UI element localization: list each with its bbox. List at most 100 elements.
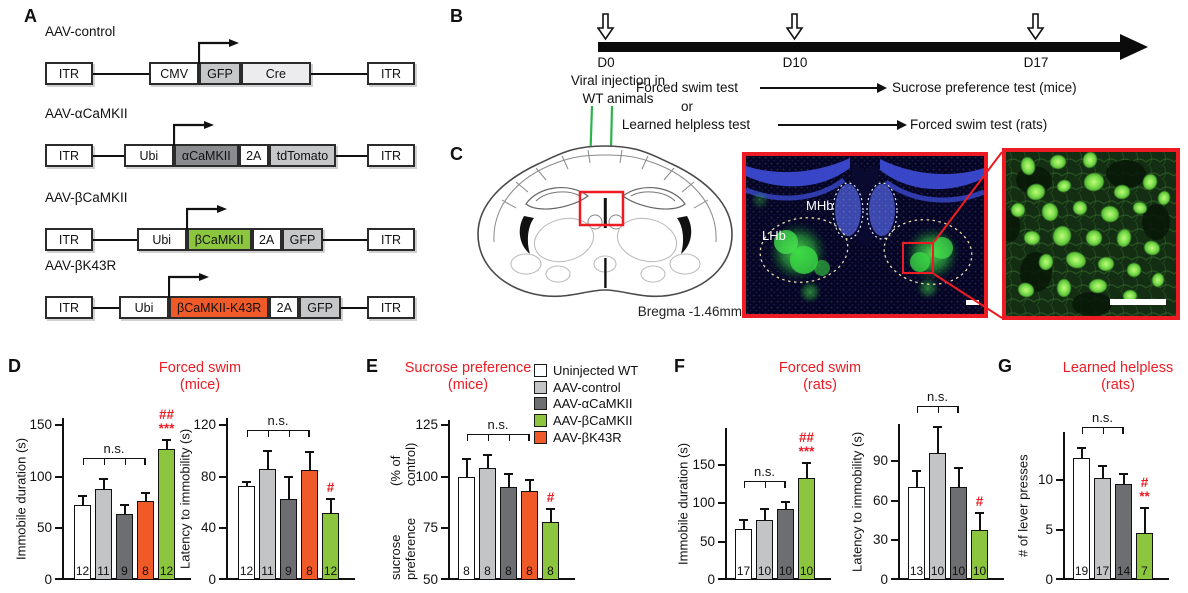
- error-bar-cap: [1098, 465, 1107, 467]
- flow2-from: Learned helpless test: [621, 117, 751, 132]
- zoom-connector-lines: [933, 151, 1003, 319]
- scale-bar: [1110, 299, 1166, 305]
- bar-AAV-βCaMKII: 10: [971, 529, 988, 580]
- chart-forced-swim-mice-immobile: Immobile duration (s) 0 50 100 150 12 11 9 8 12 n.…: [14, 400, 201, 587]
- legend-swatch: [534, 380, 547, 394]
- construct-row: ITR CMV GFP Cre ITR: [45, 39, 416, 85]
- y-axis-tick: [441, 475, 448, 478]
- error-bar-cap: [99, 477, 108, 480]
- legend-swatch: [534, 431, 547, 445]
- construct-connector-line: [93, 72, 150, 75]
- timeline-marker-arrow-icon: [597, 13, 615, 41]
- construct-box-Cre: Cre: [240, 62, 311, 85]
- error-bar: [465, 460, 468, 477]
- error-bar: [266, 452, 269, 469]
- error-bar-cap: [1140, 507, 1149, 509]
- y-axis-tick: [1056, 529, 1063, 531]
- bar-n-label: 10: [778, 564, 793, 578]
- error-bar-cap: [483, 454, 492, 456]
- ns-bracket-tick: [1122, 428, 1124, 434]
- y-axis-tick-label: 30: [872, 532, 888, 548]
- construct-box-Ubi: Ubi: [123, 144, 174, 167]
- ns-bracket-tick: [528, 435, 530, 441]
- error-bar: [102, 479, 105, 490]
- ns-label: n.s.: [927, 388, 948, 404]
- error-bar: [1101, 467, 1104, 478]
- y-axis-tick: [718, 578, 725, 580]
- error-bar-cap: [912, 469, 921, 472]
- bar-AAV-αCaMKII: 9: [280, 498, 297, 580]
- ns-bracket-tick: [743, 481, 745, 488]
- construct-name: AAV-αCaMKII: [45, 106, 128, 121]
- ns-bracket-tick: [246, 431, 248, 438]
- bar-AAV-αCaMKII: 9: [116, 513, 133, 580]
- bar-n-label: 8: [463, 564, 470, 578]
- y-axis-tick-label: 100: [692, 495, 715, 511]
- panel-label-a: A: [24, 6, 37, 26]
- bar-n-label: 14: [1116, 564, 1131, 578]
- chart-learned-helpless-rats: # of lever presses 0 5 10 19 17 14 7 n.s. # **: [1016, 400, 1188, 587]
- error-bar: [308, 453, 311, 471]
- y-axis-tick-label: 150: [29, 417, 52, 432]
- bar-AAV-αCaMKII: 10: [950, 487, 967, 580]
- title-line: Learned helpless: [1062, 360, 1174, 376]
- construct-box-2A: 2A: [238, 144, 269, 167]
- construct-connector-line: [336, 154, 368, 157]
- ns-label: n.s.: [1092, 410, 1113, 425]
- construct-box-GFP: GFP: [299, 296, 341, 319]
- bar-AAV-βK43R: 8: [137, 501, 154, 580]
- flow-arrow-icon: [778, 120, 907, 130]
- bar-n-label: 12: [75, 564, 90, 578]
- ns-bracket-tick: [103, 458, 105, 465]
- legend-swatch: [534, 363, 547, 377]
- title-line: Forced swim: [778, 360, 862, 376]
- significance-marks: #: [326, 479, 335, 495]
- y-axis-tick-label: 100: [415, 468, 438, 484]
- ns-bracket-tick: [937, 406, 939, 413]
- bar-Uninjected WT: 19: [1073, 458, 1090, 580]
- error-bar: [329, 499, 332, 513]
- y-axis-tick: [891, 578, 898, 580]
- construct-connector-line: [310, 72, 368, 75]
- title-line: (mice): [447, 377, 489, 393]
- error-bar-cap: [263, 450, 272, 453]
- bar-n-label: 10: [930, 564, 945, 578]
- bar-n-label: 8: [505, 564, 512, 578]
- error-bar: [957, 468, 960, 488]
- error-bar-cap: [162, 438, 171, 441]
- y-axis-label: Latency to immobility (s): [177, 428, 193, 570]
- legend-swatch: [534, 414, 547, 428]
- error-bar: [165, 440, 168, 449]
- scale-bar: [966, 300, 979, 305]
- fluorescence-roi-box: [902, 242, 934, 274]
- ns-bracket-tick: [124, 458, 126, 465]
- title-line: Forced swim: [158, 360, 242, 376]
- ns-bracket: n.s.: [466, 417, 530, 442]
- habenula-fluorescence-art: [746, 156, 984, 314]
- ns-bracket-tick: [466, 435, 468, 441]
- timeline-day-label: D0: [597, 55, 615, 70]
- construct-box-GFP: GFP: [281, 228, 324, 251]
- ns-bracket-tick: [82, 458, 84, 465]
- y-axis-tick-label: 50: [422, 572, 438, 587]
- bar-n-label: 8: [547, 564, 554, 578]
- y-axis-tick: [718, 464, 725, 466]
- y-axis-tick: [718, 502, 725, 505]
- y-axis-tick: [891, 499, 898, 502]
- y-axis-line: [62, 418, 64, 580]
- bar-AAV-control: 17: [1094, 478, 1111, 580]
- injection-caption-line1: Viral injection in: [570, 73, 666, 88]
- construct-box-GFP: GFP: [199, 62, 241, 85]
- significance-marks: #: [975, 493, 984, 509]
- panel-label-g: G: [998, 356, 1013, 376]
- error-bar-cap: [1077, 447, 1086, 449]
- legend-item-AAV-βK43R: AAV-βK43R: [534, 429, 638, 446]
- timeline-bar: [598, 42, 1122, 52]
- ns-bracket-tick: [144, 458, 146, 465]
- promoter-arrow-icon: [168, 273, 209, 298]
- y-axis-line: [1063, 432, 1065, 580]
- y-axis-tick: [219, 578, 226, 580]
- error-bar-cap: [802, 462, 811, 465]
- bar-Uninjected WT: 17: [735, 528, 752, 580]
